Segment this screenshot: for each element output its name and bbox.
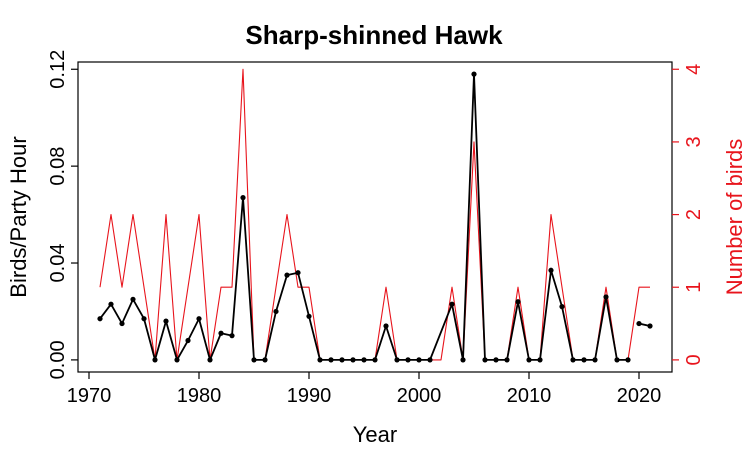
data-point [592,357,598,363]
plot-frame [77,61,673,373]
data-point [625,357,631,363]
data-point [130,296,136,302]
y2-axis-label: Number of birds [722,139,747,296]
y-tick-label: 0.00 [47,340,69,379]
x-tick-label: 1970 [67,385,112,407]
data-point [504,357,510,363]
x-tick-label: 2010 [507,385,552,407]
y-tick-label: 0.08 [47,147,69,186]
x-axis-label: Year [353,422,397,447]
data-point [603,294,609,300]
data-point [526,357,532,363]
data-point [284,272,290,278]
data-point [328,357,334,363]
right-axis: 0 1 2 3 4 [672,64,705,365]
y-tick-label: 0.04 [47,244,69,283]
data-point [339,357,345,363]
y-axis-label: Birds/Party Hour [6,136,31,297]
data-point [636,320,642,327]
number-of-birds-line [99,68,650,361]
data-point [427,357,433,363]
data-point [482,357,488,363]
data-point [273,308,279,315]
data-point [570,357,576,363]
data-point [185,337,191,344]
left-axis: 0.00 0.04 0.08 0.12 [47,50,78,379]
data-point [647,323,653,329]
data-point [460,357,466,363]
data-point [471,71,477,77]
data-point [262,357,268,363]
y2-tick-label: 0 [683,354,705,365]
data-point [108,301,114,307]
data-point [141,316,147,322]
data-point [449,301,455,307]
bottom-axis: 1970 1980 1990 2000 2010 2020 [67,372,662,407]
data-point [174,357,180,363]
data-point [416,357,422,363]
data-point [196,316,202,322]
data-point [537,357,543,363]
data-point [295,270,301,276]
data-point [97,316,103,322]
data-point [559,304,565,310]
data-point [229,333,235,339]
x-tick-label: 1990 [287,385,332,407]
data-point [493,357,499,363]
data-point [581,357,587,363]
data-point [163,318,169,324]
data-point [372,357,378,363]
data-point [251,357,257,363]
data-point [548,267,554,273]
data-point [383,323,389,329]
x-tick-label: 1980 [177,385,222,407]
birds-per-party-hour-line [99,73,628,361]
data-point [614,357,620,363]
y2-tick-label: 2 [683,209,705,220]
data-point [515,299,521,305]
data-point [152,357,158,363]
data-point [361,357,367,363]
x-tick-label: 2000 [397,385,442,407]
y2-tick-label: 1 [683,282,705,293]
data-point [306,313,312,319]
data-point [350,357,356,363]
y-tick-label: 0.12 [47,50,69,89]
data-point [240,195,246,201]
data-point [317,357,323,363]
y2-tick-label: 3 [683,136,705,147]
data-point [394,357,400,363]
series-layer [97,68,653,363]
data-point [405,357,411,363]
data-point [207,357,213,363]
y2-tick-label: 4 [683,64,705,75]
chart-title: Sharp-shinned Hawk [245,20,503,50]
data-point [218,330,224,336]
data-point [119,320,125,327]
x-tick-label: 2020 [617,385,662,407]
